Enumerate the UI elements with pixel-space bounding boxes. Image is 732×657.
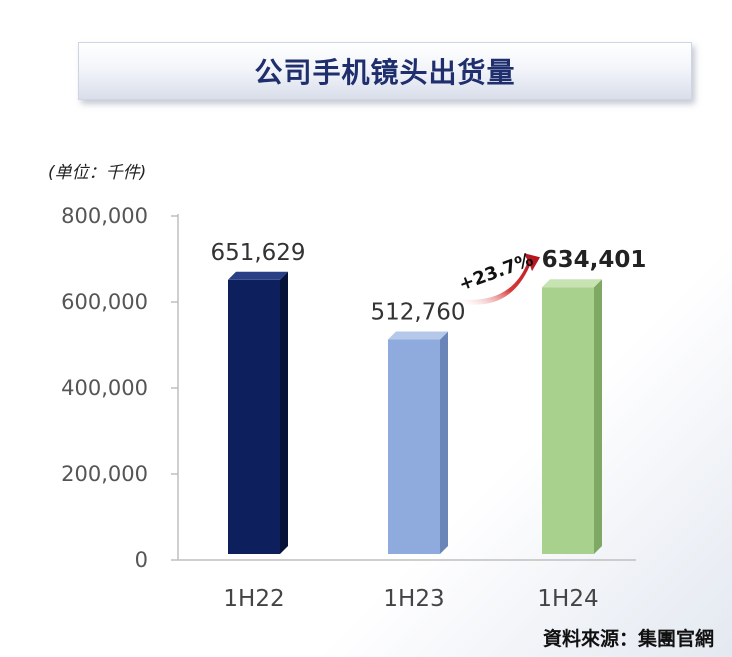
data-label: 651,629: [210, 240, 305, 266]
y-tick-label: 0: [135, 548, 148, 572]
bar-side: [594, 279, 602, 554]
data-label: 512,760: [370, 300, 465, 326]
growth-label: +23.7%: [456, 249, 536, 295]
bar-top: [542, 279, 602, 288]
data-label: 634,401: [542, 247, 647, 273]
growth-annotation: +23.7%: [456, 249, 540, 305]
bars-layer: [228, 271, 602, 554]
source-label: 資料來源：集團官網: [542, 628, 714, 650]
unit-label: (单位：千件): [48, 163, 147, 183]
y-tick-label: 800,000: [61, 204, 148, 228]
y-tick-label: 400,000: [61, 376, 148, 400]
bar-side: [440, 331, 448, 554]
bar-side: [280, 271, 288, 554]
chart-title-banner: 公司手机镜头出货量: [78, 42, 692, 100]
bar: [542, 287, 594, 554]
x-tick-label: 1H24: [537, 586, 598, 612]
chart-title: 公司手机镜头出货量: [254, 56, 516, 89]
growth-arrow: [462, 253, 540, 305]
bar-top: [228, 271, 288, 280]
labels-layer: 1H22 651,629 1H23 512,760 1H24 634,401: [210, 240, 646, 612]
x-tick-label: 1H22: [223, 586, 284, 612]
y-tick-label: 200,000: [61, 462, 148, 486]
bar-top: [388, 331, 448, 340]
bar: [388, 339, 440, 554]
bar: [228, 279, 280, 554]
axes-layer: 0 200,000 400,000 600,000 800,000: [61, 204, 636, 572]
x-tick-label: 1H23: [383, 586, 444, 612]
y-tick-label: 600,000: [61, 290, 148, 314]
